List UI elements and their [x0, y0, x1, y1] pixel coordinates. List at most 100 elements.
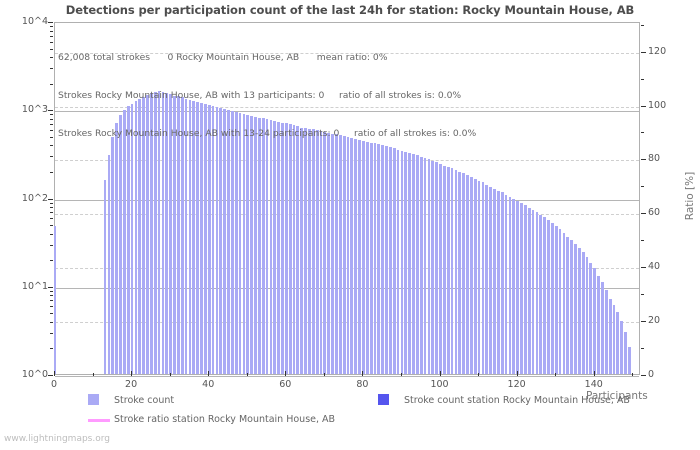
bar	[130, 103, 134, 374]
bar	[227, 110, 230, 374]
statistics-overlay: 62,008 total strokes 0 Rocky Mountain Ho…	[58, 27, 476, 153]
bar	[435, 162, 439, 374]
y-tick-minor	[50, 171, 53, 173]
bar	[601, 282, 604, 374]
watermark: www.lightningmaps.org	[4, 434, 110, 444]
y-tick-minor	[50, 68, 53, 70]
bar	[481, 182, 485, 374]
y-tick-label-right: 0	[648, 369, 655, 380]
legend-label-stroke-count: Stroke count	[114, 395, 175, 406]
bar	[230, 111, 234, 374]
bar	[242, 114, 246, 374]
bar	[419, 156, 423, 374]
plot-area	[53, 22, 640, 377]
bar	[126, 106, 130, 374]
bar	[416, 155, 419, 374]
bar	[385, 146, 388, 374]
bar	[350, 138, 354, 374]
x-tick-major	[593, 371, 595, 376]
bar	[173, 95, 176, 374]
x-tick-minor	[632, 373, 634, 376]
bar	[219, 108, 223, 374]
bar	[134, 101, 138, 374]
bar	[550, 222, 554, 374]
y-tick-minor	[50, 233, 53, 235]
bar	[153, 92, 157, 374]
x-axis-title: Participants	[586, 390, 648, 402]
bar	[404, 151, 408, 374]
bar	[115, 122, 119, 374]
bar	[485, 184, 489, 374]
bar	[169, 94, 173, 374]
bar	[281, 122, 284, 374]
y2-tick-major	[641, 267, 646, 269]
bar	[450, 168, 454, 374]
x-tick-minor	[169, 373, 171, 376]
bar	[608, 299, 612, 374]
x-tick-label: 120	[507, 379, 526, 390]
bar	[396, 149, 400, 374]
y2-tick-minor	[641, 78, 644, 80]
bar	[342, 135, 346, 374]
gridline-horizontal	[55, 111, 639, 113]
bar	[558, 228, 562, 374]
bar	[103, 179, 107, 374]
y-tick-label-left: 10^4	[21, 16, 48, 27]
bar	[574, 243, 577, 374]
bar	[412, 154, 415, 374]
bar	[207, 104, 211, 374]
bar	[107, 155, 111, 374]
bar	[354, 139, 358, 374]
bar	[458, 171, 462, 374]
x-tick-label: 40	[202, 379, 215, 390]
y-tick-minor	[50, 218, 53, 220]
x-tick-major	[208, 371, 210, 376]
bar	[562, 232, 566, 374]
y-tick-minor	[50, 207, 53, 209]
bar	[238, 113, 242, 374]
bar	[277, 121, 280, 374]
y-tick-major	[48, 375, 53, 376]
bar	[446, 167, 450, 374]
bar	[157, 90, 161, 374]
y-tick-minor	[50, 26, 53, 28]
bar	[585, 257, 589, 374]
y-tick-minor	[50, 129, 53, 131]
bar	[346, 137, 350, 374]
bar	[142, 96, 146, 374]
x-tick-minor	[555, 373, 557, 376]
bar	[311, 129, 315, 374]
y2-tick-minor	[641, 24, 644, 26]
y-tick-minor	[50, 321, 53, 323]
y-tick-label-right: 100	[648, 99, 667, 111]
legend-swatch-stroke-count-station	[378, 394, 389, 405]
bar	[543, 217, 546, 374]
stats-line-13participants: Strokes Rocky Mountain House, AB with 13…	[58, 89, 462, 101]
bar	[211, 105, 215, 374]
bar	[620, 320, 624, 374]
bar	[589, 263, 593, 374]
y-tick-minor	[50, 300, 53, 302]
x-tick-major	[131, 371, 133, 376]
bar	[566, 236, 570, 374]
y-tick-minor	[50, 123, 53, 125]
bar	[442, 165, 446, 374]
x-tick-major	[362, 371, 364, 376]
y-tick-minor	[50, 156, 53, 158]
bar	[496, 190, 500, 374]
x-tick-label: 80	[356, 379, 369, 390]
x-tick-minor	[323, 373, 325, 376]
x-tick-label: 60	[279, 379, 292, 390]
bar	[604, 289, 608, 374]
bar	[508, 196, 512, 374]
bar	[493, 188, 496, 374]
bar	[381, 145, 385, 374]
bar	[315, 130, 319, 374]
bar	[196, 102, 200, 374]
bar	[119, 115, 122, 374]
x-tick-major	[439, 371, 441, 376]
y-tick-minor	[50, 306, 53, 308]
bar	[111, 137, 115, 374]
stats-line-total: 62,008 total strokes 0 Rocky Mountain Ho…	[58, 52, 388, 64]
y-axis-right-title: Ratio [%]	[684, 171, 697, 221]
